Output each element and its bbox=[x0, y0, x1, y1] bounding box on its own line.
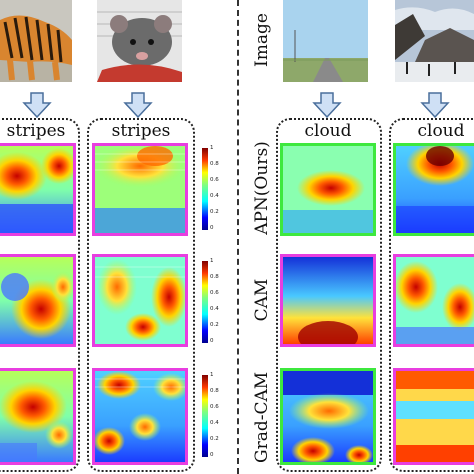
colorbar-tick-label: 0 bbox=[210, 452, 214, 458]
mountain-group bbox=[389, 118, 474, 472]
rat-attribute-label: stripes bbox=[111, 121, 171, 141]
colorbar-tick-label: 0.2 bbox=[210, 436, 219, 442]
colorbar-tick-label: 0.6 bbox=[210, 290, 219, 296]
gradcam-row-label: Grad-CAM bbox=[252, 371, 272, 463]
colorbar-tick-label: 1 bbox=[210, 145, 214, 151]
mountain-attribute-label: cloud bbox=[417, 121, 465, 141]
rat-photo bbox=[97, 0, 182, 82]
colorbar-tick-label: 1 bbox=[210, 258, 214, 264]
mountain-cam-heatmap bbox=[393, 254, 474, 347]
mountain-photo bbox=[395, 0, 474, 82]
colorbar-tick-label: 0.6 bbox=[210, 404, 219, 410]
road-apn-heatmap bbox=[280, 143, 376, 236]
colorbar-tick-label: 0.4 bbox=[210, 306, 219, 312]
colorbar bbox=[202, 261, 208, 343]
mountain-apn-heatmap bbox=[393, 143, 474, 236]
colorbar-tick-label: 0.4 bbox=[210, 193, 219, 199]
colorbar-tick-label: 0.8 bbox=[210, 274, 219, 280]
tiger-attribute-label: stripes bbox=[6, 121, 66, 141]
down-arrow-icon bbox=[22, 92, 52, 118]
down-arrow-icon bbox=[123, 92, 153, 118]
down-arrow-icon bbox=[420, 92, 450, 118]
cam-row-label: CAM bbox=[252, 278, 272, 322]
colorbar-tick-label: 1 bbox=[210, 372, 214, 378]
tiger-apn-heatmap bbox=[0, 143, 76, 236]
image-row-label: Image bbox=[252, 13, 272, 67]
road-group bbox=[276, 118, 382, 472]
rat-cam-heatmap bbox=[92, 254, 188, 347]
panel-divider bbox=[237, 0, 239, 474]
road-cam-heatmap bbox=[280, 254, 376, 347]
colorbar bbox=[202, 148, 208, 230]
rat-apn-heatmap bbox=[92, 143, 188, 236]
colorbar-tick-label: 0.6 bbox=[210, 177, 219, 183]
colorbar-tick-label: 0 bbox=[210, 225, 214, 231]
apn-row-label: APN(Ours) bbox=[252, 141, 272, 235]
road-photo bbox=[283, 0, 368, 82]
colorbar-tick-label: 0.4 bbox=[210, 420, 219, 426]
colorbar-tick-label: 0 bbox=[210, 338, 214, 344]
colorbar-tick-label: 0.8 bbox=[210, 161, 219, 167]
tiger-gradcam-heatmap bbox=[0, 368, 76, 465]
rat-group bbox=[87, 118, 195, 472]
tiger-group bbox=[0, 118, 80, 472]
tiger-photo bbox=[0, 0, 72, 82]
tiger-cam-heatmap bbox=[0, 254, 76, 347]
colorbar bbox=[202, 375, 208, 457]
down-arrow-icon bbox=[312, 92, 342, 118]
colorbar-tick-label: 0.2 bbox=[210, 209, 219, 215]
colorbar-tick-label: 0.2 bbox=[210, 322, 219, 328]
rat-gradcam-heatmap bbox=[92, 368, 188, 465]
colorbar-tick-label: 0.8 bbox=[210, 388, 219, 394]
mountain-gradcam-heatmap bbox=[393, 368, 474, 465]
road-gradcam-heatmap bbox=[280, 368, 376, 465]
road-attribute-label: cloud bbox=[304, 121, 352, 141]
